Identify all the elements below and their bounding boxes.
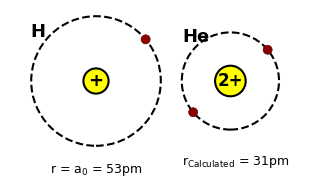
Text: r$_{\sf Calculated}$ = 31pm: r$_{\sf Calculated}$ = 31pm [182, 154, 289, 170]
Text: r = a$_0$ = 53pm: r = a$_0$ = 53pm [50, 162, 142, 178]
Circle shape [263, 45, 272, 54]
Circle shape [189, 108, 198, 117]
Circle shape [141, 35, 150, 44]
Circle shape [215, 66, 246, 96]
Circle shape [84, 68, 108, 94]
Text: H: H [30, 23, 45, 41]
Text: 2+: 2+ [218, 72, 243, 90]
Text: +: + [89, 72, 103, 90]
Text: He: He [183, 28, 210, 46]
